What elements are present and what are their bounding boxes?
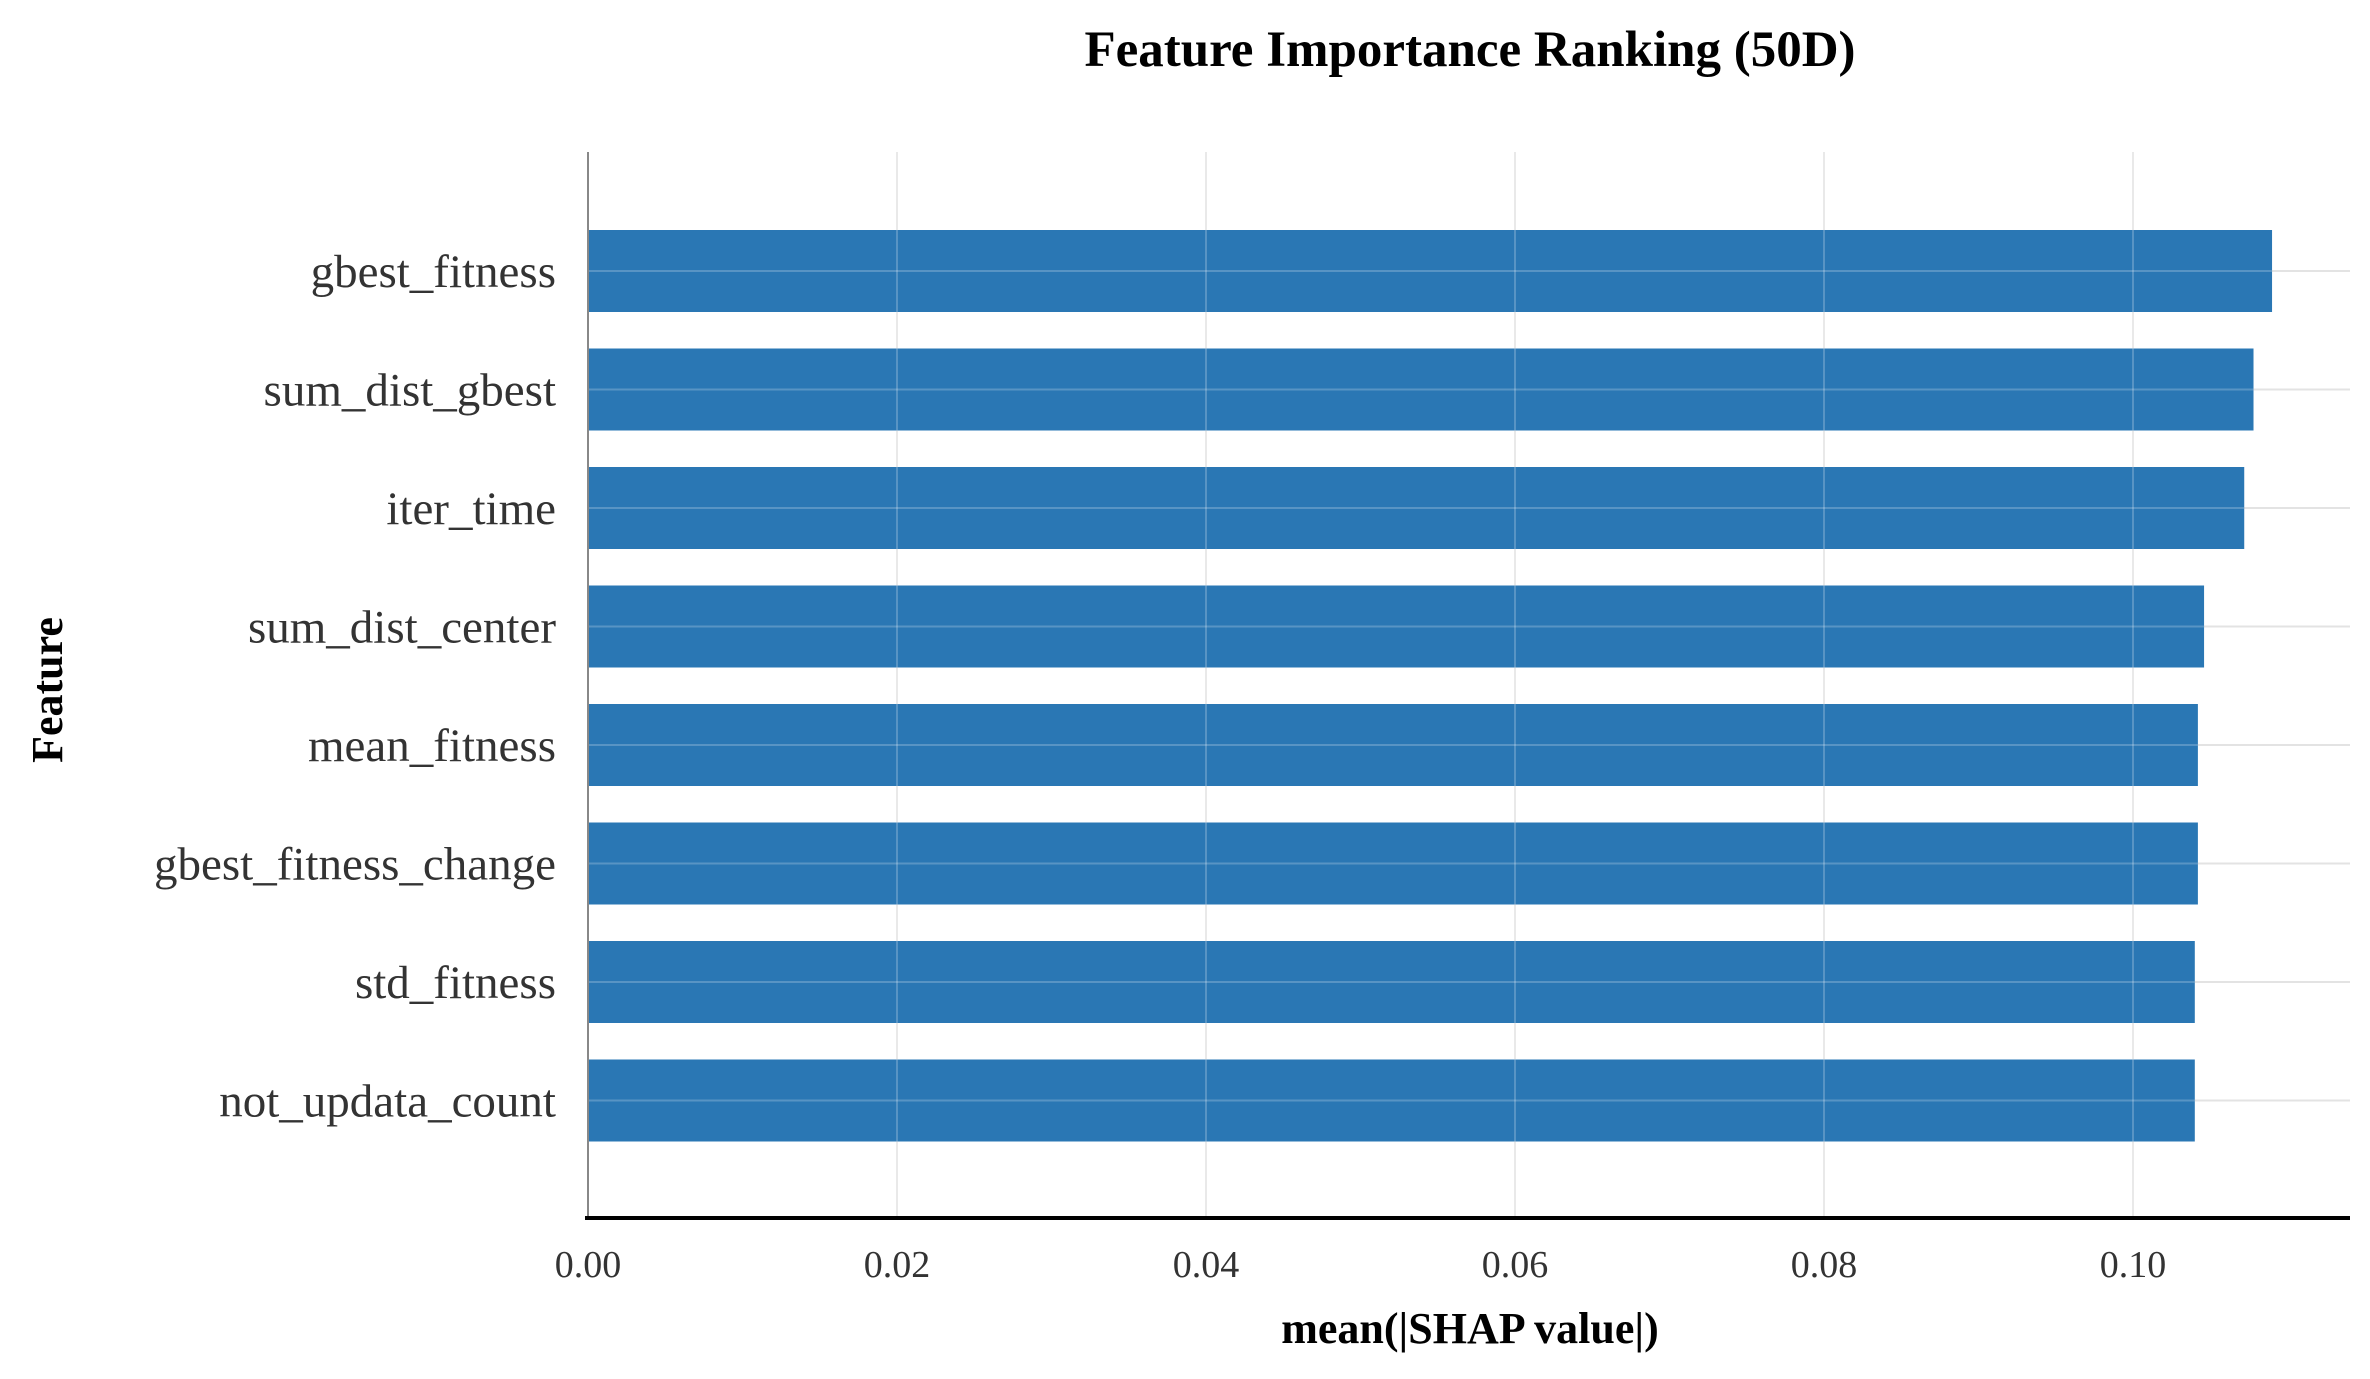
y-tick-label: gbest_fitness: [311, 246, 556, 298]
y-tick-label: sum_dist_center: [248, 602, 556, 654]
bar-gbest-fitness: [588, 230, 2273, 312]
bar-mean-fitness: [588, 704, 2198, 786]
y-tick-label: sum_dist_gbest: [264, 365, 556, 417]
bar-not-updata-count: [588, 1059, 2195, 1142]
bar-sum-dist-gbest: [588, 348, 2254, 431]
bars-layer: [588, 152, 2273, 1218]
y-tick-labels: gbest_fitness sum_dist_gbest iter_time sum_…: [154, 246, 556, 1128]
x-tick-labels: 0.00 0.02 0.04 0.06 0.08 0.10: [555, 1244, 2167, 1286]
bar-gbest-fitness-change: [588, 822, 2198, 905]
y-tick-label: not_updata_count: [219, 1076, 556, 1128]
y-tick-label: iter_time: [386, 483, 556, 535]
x-tick-label: 0.00: [555, 1244, 622, 1286]
chart-title: Feature Importance Ranking (50D): [1084, 22, 1855, 78]
x-tick-label: 0.06: [1482, 1244, 1549, 1286]
y-tick-label: std_fitness: [355, 957, 556, 1009]
y-axis-label: Feature: [23, 617, 72, 763]
x-tick-label: 0.08: [1791, 1244, 1858, 1286]
x-tick-label: 0.04: [1173, 1244, 1240, 1286]
x-tick-label: 0.10: [2100, 1244, 2167, 1286]
x-tick-label: 0.02: [864, 1244, 931, 1286]
y-tick-label: mean_fitness: [308, 720, 556, 772]
bar-sum-dist-center: [588, 585, 2205, 668]
x-axis-label: mean(|SHAP value|): [1281, 1304, 1658, 1353]
y-tick-label: gbest_fitness_change: [154, 839, 556, 891]
bar-std-fitness: [588, 941, 2195, 1023]
bar-iter-time: [588, 467, 2245, 549]
